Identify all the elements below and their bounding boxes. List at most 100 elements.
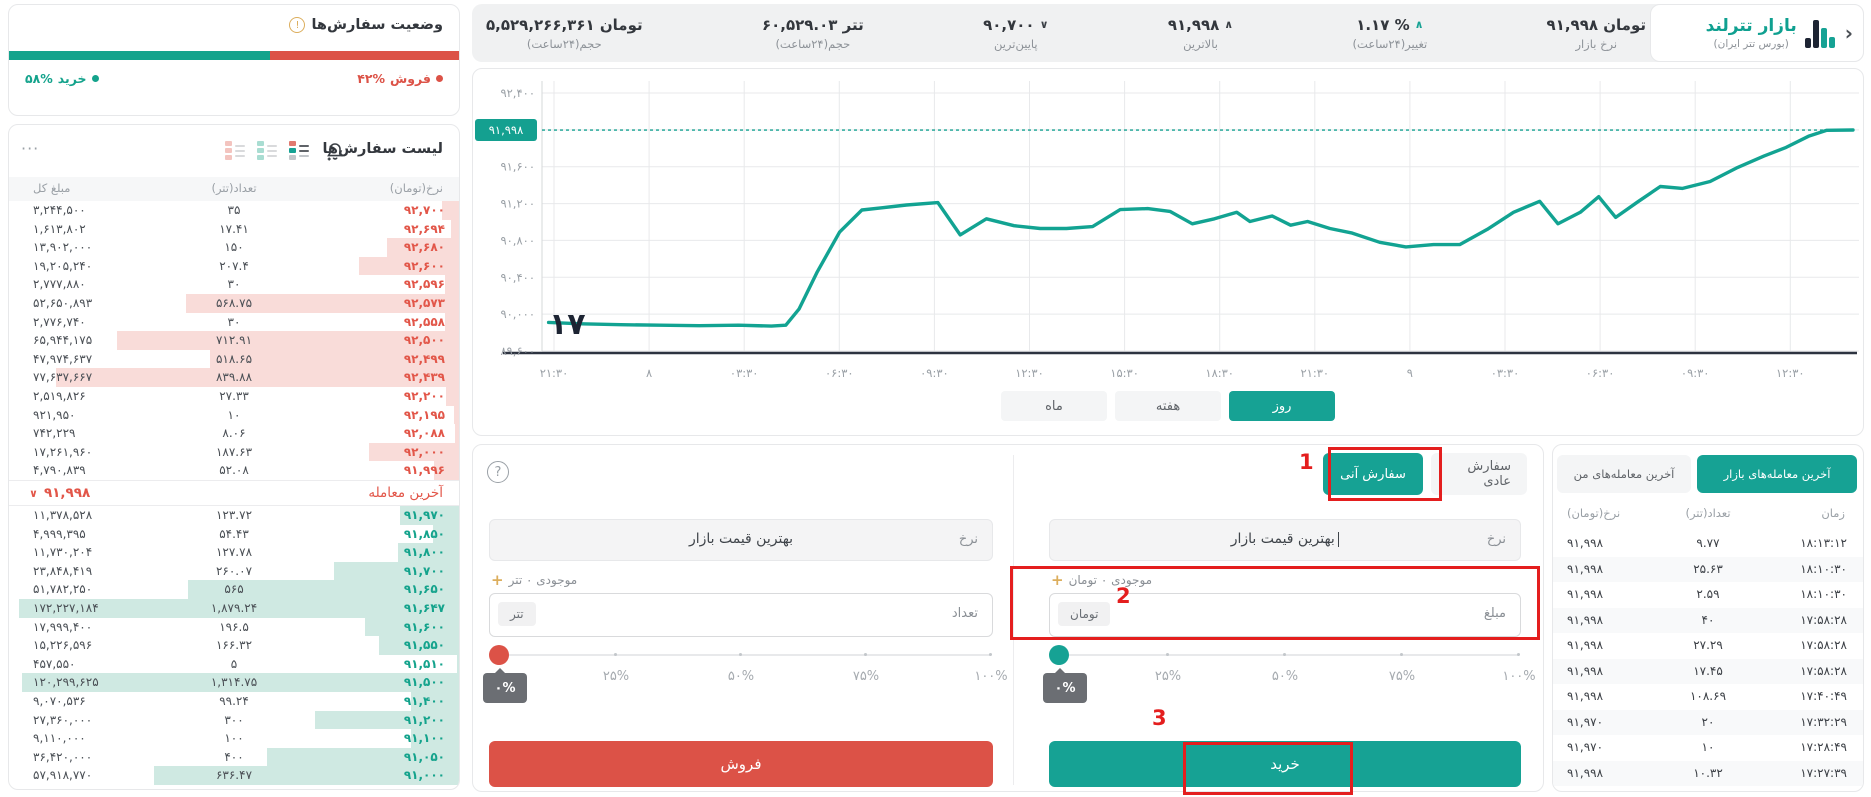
price-line-chart[interactable]: ۹۲,۴۰۰۹۲,۰۰۰۹۱,۶۰۰۹۱,۲۰۰۹۰,۸۰۰۹۰,۴۰۰۹۰,۰… (473, 69, 1865, 437)
slider-tick-label: ۵۰% (1271, 669, 1299, 684)
order-row[interactable]: ۵۱,۷۸۲,۲۵۰ ۵۶۵ ۹۱,۶۵۰ (9, 580, 459, 599)
trade-row: ۱۷:۲۷:۳۹ ۱۰.۳۲ ۹۱,۹۹۸ (1553, 760, 1863, 786)
add-price-alert-bell-icon[interactable] (323, 139, 347, 163)
help-icon[interactable]: ? (487, 461, 509, 483)
tab-my-trades[interactable]: آخرین معامله‌های من (1557, 455, 1691, 493)
slider-tick[interactable] (1400, 653, 1403, 656)
col-count: تعداد(تتر) (211, 181, 257, 195)
sell-amount-input[interactable]: تعداد تتر (489, 593, 993, 637)
tab-normal-order[interactable]: سفارش عادی (1431, 453, 1527, 495)
order-row[interactable]: ۳۶,۴۲۰,۰۰۰ ۴۰۰ ۹۱,۰۵۰ (9, 747, 459, 767)
trend-chevron-icon: ∨ (1039, 18, 1049, 31)
order-row[interactable]: ۱,۶۱۳,۸۰۲ ۱۷.۴۱ ۹۲,۶۹۴ (9, 219, 459, 239)
trades-column-headers: زمان تعداد(تتر) نرخ(تومان) (1553, 503, 1863, 527)
collapse-chevron-icon[interactable]: › (1844, 21, 1853, 45)
sell-rate-input[interactable]: نرخ بهترین قیمت بازار (489, 519, 993, 561)
order-row[interactable]: ۳,۲۴۴,۵۰۰ ۳۵ ۹۲,۷۰۰ (9, 201, 459, 220)
buy-button[interactable]: خرید (1049, 741, 1521, 787)
order-row[interactable]: ۱۷۲,۲۲۷,۱۸۴ ۱,۸۷۹.۲۴ ۹۱,۶۴۷ (9, 598, 459, 618)
sell-percent-slider[interactable]: ۲۵% ۵۰% ۷۵% ۱۰۰% ۰% (483, 645, 1008, 705)
brand-watermark: ۱۷ (549, 307, 586, 342)
sell-ratio-label: ۴۲% فروش (357, 71, 443, 86)
market-header-bar: ۵,۵۲۹,۲۶۶,۳۶۱ تومان حجم(۲۴ساعت) ۶۰,۵۲۹.۰۳ … (472, 4, 1864, 62)
order-row[interactable]: ۷۷,۶۳۷,۶۶۷ ۸۳۹.۸۸ ۹۲,۴۳۹ (9, 368, 459, 387)
order-row[interactable]: ۶۵,۹۴۴,۱۷۵ ۷۱۲.۹۱ ۹۲,۵۰۰ (9, 331, 459, 350)
slider-tick[interactable] (1166, 653, 1169, 656)
slider-tick[interactable] (1517, 653, 1520, 656)
add-balance-icon[interactable]: + (491, 571, 504, 589)
order-row[interactable]: ۲۳,۸۴۸,۴۱۹ ۲۶۰.۰۷ ۹۱,۷۰۰ (9, 561, 459, 581)
order-row[interactable]: ۱۱,۳۷۸,۵۲۸ ۱۲۳.۷۲ ۹۱,۹۷۰ (9, 506, 459, 525)
slider-tick-label: ۱۰۰% (1502, 669, 1536, 684)
sell-button[interactable]: فروش (489, 741, 993, 787)
buy-amount-input[interactable]: مبلغ تومان (1049, 593, 1521, 637)
market-subtitle: (بورس تتر ایران) (1713, 38, 1789, 50)
tab-market-trades[interactable]: آخرین معامله‌های بازار (1697, 455, 1857, 493)
depth-bar (117, 331, 459, 350)
add-balance-icon[interactable]: + (1051, 571, 1064, 589)
market-stat: ۶۰,۵۲۹.۰۳ تتر حجم(۲۴ساعت) (761, 15, 864, 51)
order-row[interactable]: ۱۵,۲۲۶,۵۹۶ ۱۶۶.۳۲ ۹۱,۵۵۰ (9, 636, 459, 655)
order-row[interactable]: ۷۴۲,۲۲۹ ۸.۰۶ ۹۲,۰۸۸ (9, 424, 459, 443)
market-stat: ۵,۵۲۹,۲۶۶,۳۶۱ تومان حجم(۲۴ساعت) (486, 15, 643, 51)
chevron-down-icon: ∨ (29, 486, 38, 500)
slider-tick[interactable] (614, 653, 617, 656)
view-sell-only-icon[interactable] (225, 141, 247, 161)
buy-ratio-label: ۵۸% خرید (25, 71, 99, 86)
buy-rate-input[interactable]: نرخ بهترین قیمت بازار (1049, 519, 1521, 561)
order-row[interactable]: ۵۷,۹۱۸,۷۷۰ ۶۳۶.۴۷ ۹۱,۰۰۰ (9, 766, 459, 785)
market-stat: ۹۱,۹۹۸ تومان نرخ بازار (1546, 15, 1646, 51)
sell-rate-label: نرخ (958, 532, 978, 547)
last-trade-value: ∨ ۹۱,۹۹۸ (29, 485, 91, 501)
view-both-sides-icon[interactable] (289, 141, 311, 161)
buy-percent-slider[interactable]: ۲۵% ۵۰% ۷۵% ۱۰۰% ۰% (1043, 645, 1536, 705)
period-button-inactive[interactable]: ماه (1001, 391, 1107, 421)
slider-tick[interactable] (739, 653, 742, 656)
depth-bar (365, 617, 459, 637)
order-row[interactable]: ۴,۷۹۰,۸۳۹ ۵۲.۰۸ ۹۱,۹۹۶ (9, 461, 459, 480)
svg-text:۱۵:۳۰: ۱۵:۳۰ (1110, 366, 1139, 380)
order-row[interactable]: ۴,۹۹۹,۳۹۵ ۵۴.۴۳ ۹۱,۸۵۰ (9, 524, 459, 544)
order-row[interactable]: ۲,۵۱۹,۸۲۶ ۲۷.۳۳ ۹۲,۲۰۰ (9, 386, 459, 406)
market-stat: ۹۰,۷۰۰ ∨ پایین‌ترین (983, 15, 1049, 51)
order-row[interactable]: ۲۷,۳۶۰,۰۰۰ ۳۰۰ ۹۱,۲۰۰ (9, 710, 459, 730)
order-row[interactable]: ۱۷,۲۶۱,۹۶۰ ۱۸۷.۶۳ ۹۲,۰۰۰ (9, 442, 459, 462)
svg-text:۸۹,۶۰۰: ۸۹,۶۰۰ (500, 344, 535, 358)
text-cursor (1337, 531, 1340, 547)
slider-tick[interactable] (864, 653, 867, 656)
svg-text:۲۱:۳۰: ۲۱:۳۰ (540, 366, 569, 380)
sell-rate-value: بهترین قیمت بازار (688, 531, 794, 547)
view-buy-only-icon[interactable] (257, 141, 279, 161)
order-row[interactable]: ۱۱,۷۳۰,۲۰۴ ۱۲۷.۷۸ ۹۱,۸۰۰ (9, 543, 459, 562)
slider-tick[interactable] (1283, 653, 1286, 656)
order-row[interactable]: ۱۷,۹۹۹,۴۰۰ ۱۹۶.۵ ۹۱,۶۰۰ (9, 617, 459, 637)
col-rate: نرخ(تومان) (389, 181, 443, 195)
order-row[interactable]: ۱۲۰,۲۹۹,۶۲۵ ۱,۳۱۴.۷۵ ۹۱,۵۰۰ (9, 673, 459, 692)
trade-row: ۱۷:۵۸:۲۸ ۱۷.۴۵ ۹۱,۹۹۸ (1553, 658, 1863, 684)
order-row[interactable]: ۱۹,۲۰۵,۲۴۰ ۲۰۷.۴ ۹۲,۶۰۰ (9, 256, 459, 276)
order-row[interactable]: ۱۳,۹۰۲,۰۰۰ ۱۵۰ ۹۲,۶۸۰ (9, 238, 459, 257)
depth-bar (334, 561, 459, 581)
period-button-inactive[interactable]: هفته (1115, 391, 1221, 421)
slider-tick[interactable] (989, 653, 992, 656)
order-row[interactable]: ۹,۰۷۰,۵۳۶ ۹۹.۲۴ ۹۱,۴۰۰ (9, 691, 459, 711)
period-button-active[interactable]: روز (1229, 391, 1335, 421)
slider-knob[interactable] (489, 645, 509, 665)
order-row[interactable]: ۵۲,۶۵۰,۸۹۳ ۵۶۸.۷۵ ۹۲,۵۷۳ (9, 293, 459, 313)
slider-knob[interactable] (1049, 645, 1069, 665)
trade-row: ۱۷:۳۲:۲۹ ۲۰ ۹۱,۹۷۰ (1553, 709, 1863, 735)
order-row[interactable]: ۹۲۱,۹۵۰ ۱۰ ۹۲,۱۹۵ (9, 405, 459, 425)
tab-instant-order[interactable]: سفارش آنی (1323, 453, 1423, 495)
buy-ratio-segment (9, 51, 270, 60)
orderbook-menu-icon[interactable]: ··· (21, 139, 40, 158)
order-row[interactable]: ۲,۷۷۷,۸۸۰ ۳۰ ۹۲,۵۹۶ (9, 275, 459, 294)
order-row[interactable]: ۴۵۷,۵۵۰ ۵ ۹۱,۵۱۰ (9, 654, 459, 674)
depth-bar (434, 461, 459, 480)
order-row[interactable]: ۹,۱۱۰,۰۰۰ ۱۰۰ ۹۱,۱۰۰ (9, 729, 459, 748)
order-row[interactable]: ۴۷,۹۷۴,۶۳۷ ۵۱۸.۶۵ ۹۲,۴۹۹ (9, 349, 459, 369)
order-row[interactable]: ۲,۷۷۶,۷۴۰ ۳۰ ۹۲,۵۵۸ (9, 312, 459, 332)
depth-bar (457, 654, 459, 674)
buy-amount-label: مبلغ (1483, 606, 1506, 621)
info-icon[interactable]: ! (289, 17, 306, 33)
svg-text:۹۰,۸۰۰: ۹۰,۸۰۰ (500, 233, 535, 247)
